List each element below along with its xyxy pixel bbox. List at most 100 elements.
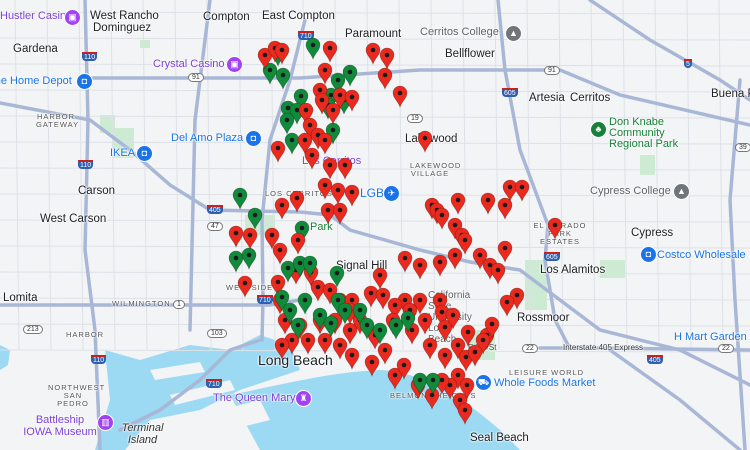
map-marker-red[interactable]: [242, 227, 258, 250]
map-marker-green[interactable]: [290, 317, 306, 340]
map-marker-red[interactable]: [317, 177, 333, 200]
map-marker-red[interactable]: [547, 217, 563, 240]
map-marker-green[interactable]: [400, 310, 416, 333]
map-marker-green[interactable]: [330, 72, 346, 95]
map-marker-red[interactable]: [314, 92, 330, 115]
map-marker-green[interactable]: [337, 302, 353, 325]
map-marker-red[interactable]: [417, 312, 433, 335]
label-don-knabe-park[interactable]: Don Knabe Community Regional Park: [609, 116, 679, 150]
map-marker-red[interactable]: [310, 279, 326, 302]
label-cerritos-college[interactable]: Cerritos College: [420, 26, 499, 38]
map-marker-red[interactable]: [297, 132, 313, 155]
label-battleship-iowa[interactable]: Battleship IOWA Museum: [23, 414, 97, 438]
park-tree-icon[interactable]: ♣: [590, 121, 607, 138]
school-icon[interactable]: ▲: [505, 25, 522, 42]
map-marker-red[interactable]: [372, 267, 388, 290]
shopping-bag-icon[interactable]: ◘: [640, 246, 657, 263]
map-marker-red[interactable]: [457, 402, 473, 425]
map-marker-red[interactable]: [272, 242, 288, 265]
map-marker-red[interactable]: [459, 377, 475, 400]
map-marker-green[interactable]: [293, 88, 309, 111]
map-marker-red[interactable]: [344, 347, 360, 370]
map-marker-green[interactable]: [305, 37, 321, 60]
map-marker-red[interactable]: [274, 42, 290, 65]
map-marker-red[interactable]: [467, 344, 483, 367]
map-marker-red[interactable]: [337, 157, 353, 180]
map-marker-green[interactable]: [241, 247, 257, 270]
shopping-bag-icon[interactable]: ◘: [136, 145, 153, 162]
label-del-amo-plaza[interactable]: Del Amo Plaza: [171, 132, 244, 144]
map-marker-red[interactable]: [344, 184, 360, 207]
map-marker-red[interactable]: [432, 254, 448, 277]
map-marker-red[interactable]: [317, 132, 333, 155]
school-icon[interactable]: ▲: [673, 183, 690, 200]
map-marker-red[interactable]: [363, 285, 379, 308]
map-marker-green[interactable]: [412, 372, 428, 395]
label-whole-foods[interactable]: Whole Foods Market: [494, 377, 596, 389]
label-hustler-casino[interactable]: Hustler Casino: [0, 10, 73, 22]
map-marker-red[interactable]: [497, 240, 513, 263]
ship-icon[interactable]: ♜: [295, 390, 312, 407]
map-marker-red[interactable]: [437, 347, 453, 370]
map-marker-green[interactable]: [425, 372, 441, 395]
map-marker-red[interactable]: [300, 332, 316, 355]
map-marker-red[interactable]: [257, 47, 273, 70]
map-marker-green[interactable]: [294, 220, 310, 243]
casino-icon[interactable]: ▣: [226, 56, 243, 73]
map-marker-red[interactable]: [270, 140, 286, 163]
map-marker-green[interactable]: [329, 265, 345, 288]
map-marker-red[interactable]: [332, 87, 348, 110]
map-marker-red[interactable]: [264, 227, 280, 250]
map-marker-green[interactable]: [262, 62, 278, 85]
map-marker-red[interactable]: [304, 147, 320, 170]
map-marker-red[interactable]: [497, 197, 513, 220]
map-marker-green[interactable]: [323, 315, 339, 338]
map-marker-red[interactable]: [447, 247, 463, 270]
label-park[interactable]: Park: [310, 221, 333, 233]
museum-icon[interactable]: ▥: [97, 414, 114, 431]
label-cypress-college[interactable]: Cypress College: [590, 185, 671, 197]
map-marker-red[interactable]: [364, 354, 380, 377]
map-marker-red[interactable]: [317, 62, 333, 85]
map-marker-red[interactable]: [332, 202, 348, 225]
label-lgb-airport[interactable]: LGB: [360, 186, 385, 200]
map-marker-red[interactable]: [377, 67, 393, 90]
map-marker-red[interactable]: [274, 337, 290, 360]
map-marker-red[interactable]: [434, 207, 450, 230]
map-marker-red[interactable]: [422, 337, 438, 360]
map-marker-red[interactable]: [457, 232, 473, 255]
map-marker-red[interactable]: [379, 47, 395, 70]
map-marker-green[interactable]: [228, 250, 244, 273]
map-marker-red[interactable]: [514, 179, 530, 202]
label-costco[interactable]: Costco Wholesale: [657, 249, 746, 261]
label-ikea[interactable]: IKEA: [110, 147, 136, 159]
map-marker-red[interactable]: [392, 85, 408, 108]
label-home-depot[interactable]: The Home Depot: [0, 75, 72, 87]
map-marker-green[interactable]: [359, 317, 375, 340]
map-marker-red[interactable]: [322, 40, 338, 63]
map-marker-green[interactable]: [302, 255, 318, 278]
casino-icon[interactable]: ▣: [64, 9, 81, 26]
map-marker-red[interactable]: [472, 247, 488, 270]
map-marker-red[interactable]: [320, 202, 336, 225]
map-marker-green[interactable]: [232, 187, 248, 210]
map-marker-red[interactable]: [377, 342, 393, 365]
map-marker-green[interactable]: [297, 292, 313, 315]
map-marker-red[interactable]: [417, 130, 433, 153]
map-marker-red[interactable]: [365, 42, 381, 65]
map-marker-red[interactable]: [237, 275, 253, 298]
label-hmart[interactable]: H Mart Garden Grove: [674, 331, 750, 343]
map-marker-red[interactable]: [322, 157, 338, 180]
shopping-bag-icon[interactable]: ◘: [245, 130, 262, 147]
map-marker-red[interactable]: [445, 307, 461, 330]
map-marker-red[interactable]: [344, 89, 360, 112]
map-marker-red[interactable]: [387, 367, 403, 390]
map-marker-red[interactable]: [424, 387, 440, 410]
map-marker-red[interactable]: [412, 292, 428, 315]
label-queen-mary[interactable]: The Queen Mary: [213, 392, 296, 404]
map-marker-red[interactable]: [490, 262, 506, 285]
map-marker-green[interactable]: [279, 112, 295, 135]
map-marker-green[interactable]: [284, 132, 300, 155]
label-crystal-casino[interactable]: Crystal Casino: [153, 58, 225, 70]
map-marker-green[interactable]: [282, 302, 298, 325]
